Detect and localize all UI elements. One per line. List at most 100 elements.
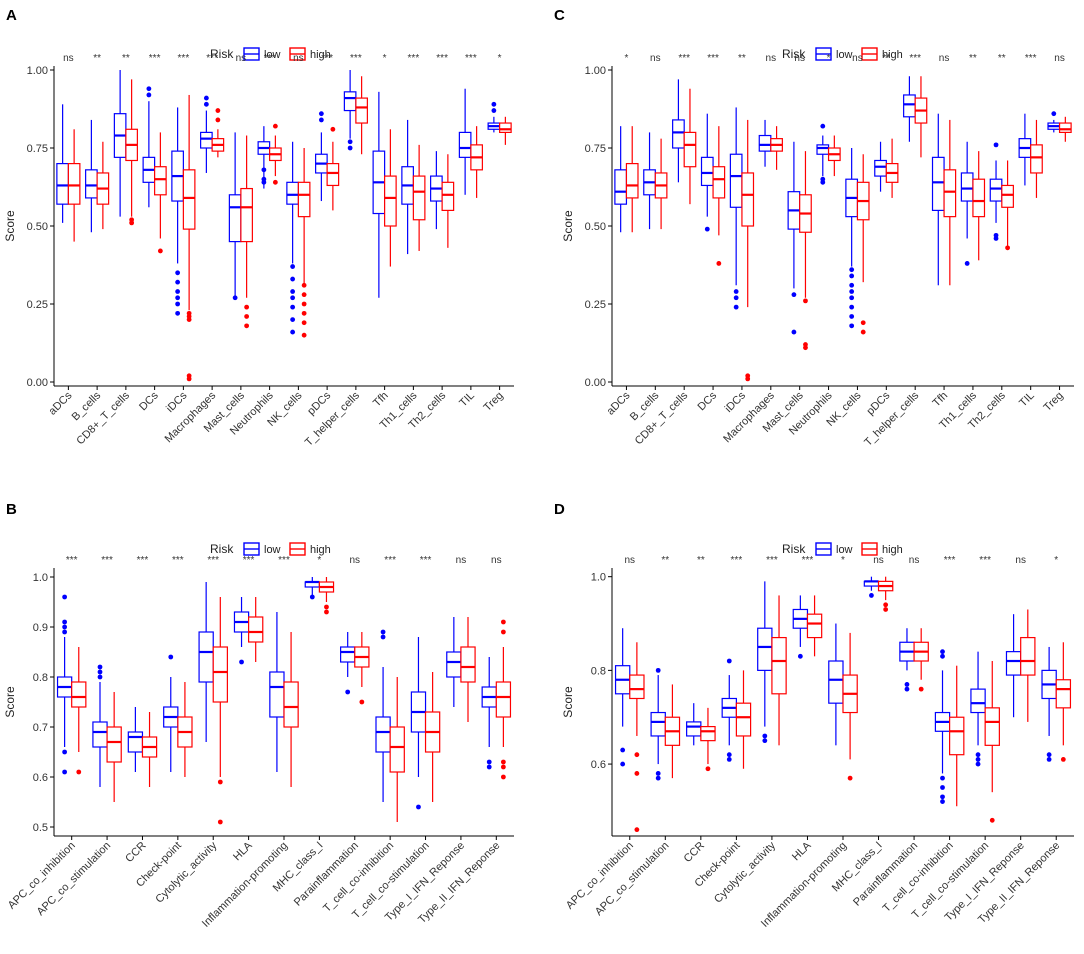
outlier-point — [803, 298, 808, 304]
box-low-inflammation-promoting — [828, 623, 844, 746]
box-high-dcs — [154, 132, 167, 254]
outlier-point — [175, 295, 181, 301]
outlier-point — [849, 267, 855, 273]
box-iqr — [446, 651, 462, 678]
outlier-point — [726, 658, 732, 664]
outlier-point — [1046, 752, 1052, 758]
box-low-mhc-class-i — [304, 577, 320, 600]
box-low-tfh — [372, 91, 386, 298]
outlier-point — [634, 827, 640, 833]
outlier-point — [869, 593, 874, 598]
outlier-point — [62, 594, 68, 600]
outlier-point — [76, 769, 82, 775]
box-high-macrophages — [211, 108, 225, 158]
outlier-point — [359, 699, 365, 705]
box-high-parainflammation — [913, 628, 929, 692]
outlier-point — [330, 126, 336, 132]
outlier-point — [849, 295, 855, 301]
box-iqr — [729, 153, 743, 208]
significance-label: * — [841, 555, 845, 566]
outlier-point — [940, 799, 945, 804]
box-high-idcs — [182, 94, 196, 382]
box-high-tfh — [384, 129, 397, 267]
outlier-point — [301, 292, 307, 298]
box-high-adcs — [625, 126, 639, 233]
significance-label: ** — [738, 53, 746, 64]
box-high-check-point — [177, 682, 193, 777]
outlier-point — [97, 669, 103, 675]
x-tick-label-cytolytic-activity: Cytolytic_activity — [712, 839, 778, 905]
box-low-inflammation-promoting — [269, 612, 285, 772]
box-low-t-cell-co-stimulation — [410, 637, 427, 810]
box-iqr — [735, 702, 752, 737]
box-iqr — [686, 721, 702, 737]
box-low-treg — [487, 101, 501, 133]
box-low-th1-cells — [401, 119, 414, 255]
significance-label: *** — [979, 555, 991, 566]
box-high-type-i-ifn-reponse — [460, 617, 476, 722]
box-low-b-cells — [85, 119, 98, 233]
box-iqr — [384, 175, 397, 227]
outlier-point — [62, 769, 68, 775]
box-high-nk-cells — [856, 154, 870, 335]
outlier-point — [175, 270, 181, 276]
y-axis-label: Score — [3, 210, 17, 242]
box-iqr — [816, 144, 830, 155]
outlier-point — [301, 301, 307, 307]
box-high-t-helper-cells — [914, 76, 928, 158]
box-iqr — [700, 156, 714, 187]
box-iqr — [683, 131, 697, 168]
outlier-point — [733, 295, 739, 301]
box-iqr — [672, 119, 685, 149]
x-tick-label-treg: Treg — [482, 390, 506, 414]
box-high-apc-co-inhibition — [71, 647, 87, 775]
box-low-treg — [1047, 111, 1061, 133]
box-low-th1-cells — [960, 141, 974, 266]
outlier-point — [175, 301, 181, 307]
box-iqr — [240, 187, 253, 243]
box-iqr — [625, 163, 639, 199]
box-high-type-i-ifn-reponse — [1020, 609, 1036, 722]
outlier-point — [940, 785, 945, 790]
box-iqr — [92, 721, 108, 748]
panel-b: B Risk low high 0.5 0.6 0.7 0.8 0.9 1.0 Score APC_c… — [3, 501, 514, 930]
significance-label: ns — [650, 53, 661, 64]
box-high-mhc-class-i — [877, 576, 894, 612]
significance-label: *** — [264, 53, 276, 64]
outlier-point — [883, 602, 889, 608]
outlier-point — [186, 376, 192, 382]
box-iqr — [874, 159, 887, 177]
outlier-point — [849, 273, 855, 279]
outlier-point — [290, 304, 296, 310]
outlier-point — [301, 320, 307, 326]
box-iqr — [989, 178, 1003, 202]
box-iqr — [458, 131, 472, 158]
outlier-point — [244, 314, 250, 319]
outlier-point — [215, 108, 221, 113]
outlier-point — [975, 761, 981, 767]
legend-a: Risk low high — [210, 47, 331, 61]
outlier-point — [733, 304, 739, 310]
box-iqr — [771, 636, 787, 695]
y-tick-label: 1.00 — [585, 65, 606, 77]
y-tick-label: 0.25 — [585, 299, 606, 311]
outlier-point — [762, 733, 768, 739]
box-iqr — [200, 131, 213, 149]
box-high-cytolytic-activity — [771, 595, 787, 746]
outlier-point — [849, 314, 855, 319]
legend-c: Risk low high — [782, 47, 903, 61]
significance-label: *** — [207, 555, 219, 566]
y-tick-label: 0.00 — [585, 377, 606, 389]
box-high-parainflammation — [354, 632, 370, 705]
significance-label: ** — [93, 53, 101, 64]
box-low-neutrophils — [816, 123, 830, 185]
legend-label-high: high — [882, 49, 903, 61]
significance-label: ** — [998, 53, 1006, 64]
box-low-type-ii-ifn-reponse — [481, 657, 497, 770]
y-tick-label: 0.50 — [585, 221, 606, 233]
box-low-adcs — [614, 126, 628, 233]
outlier-point — [989, 817, 995, 823]
outlier-point — [309, 594, 315, 600]
outlier-point — [860, 320, 866, 326]
panel-label-d: D — [554, 501, 565, 518]
